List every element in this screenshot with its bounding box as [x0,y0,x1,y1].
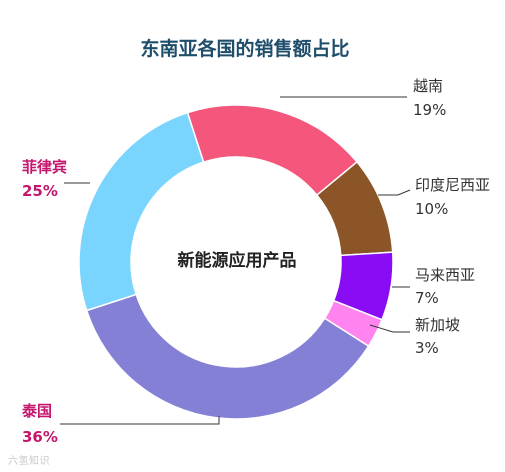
slice-name-label-0: 越南 [413,77,443,95]
slice-name-label-4: 泰国 [21,402,52,420]
slice-name-label-2: 马来西亚 [415,266,475,284]
donut-slice-0 [186,104,359,197]
slice-value-label-4: 36% [22,428,58,446]
slice-value-label-3: 3% [415,339,439,357]
slice-value-label-2: 7% [415,289,439,307]
leader-line-3 [369,324,410,333]
watermark: 六氢知识 [8,456,50,467]
chart-title: 东南亚各国的销售额占比 [140,37,349,60]
leader-line-1 [378,189,411,196]
slice-name-label-3: 新加坡 [415,316,460,334]
slice-value-label-5: 25% [22,182,58,200]
slice-value-label-1: 10% [415,200,448,218]
donut-slice-4 [85,293,370,420]
donut-slice-5 [78,111,205,312]
center-label: 新能源应用产品 [178,250,297,271]
leader-line-4 [60,416,220,425]
slice-name-label-1: 印度尼西亚 [415,176,490,194]
slice-name-label-5: 菲律宾 [22,158,67,176]
slice-value-label-0: 19% [413,101,446,119]
